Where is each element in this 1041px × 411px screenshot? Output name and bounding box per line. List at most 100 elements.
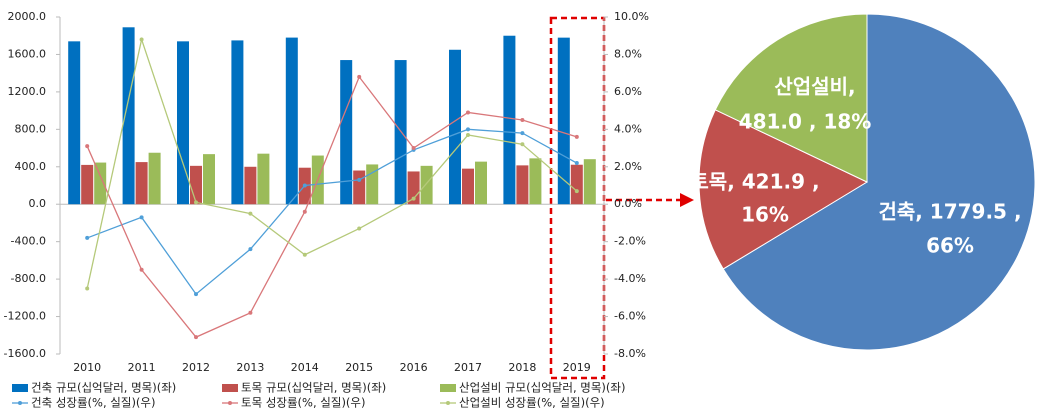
y-tick-label: 2000.0: [8, 10, 47, 23]
x-tick-label: 2016: [400, 361, 428, 374]
legend-swatch: [440, 384, 456, 392]
y-tick-label: 1200.0: [8, 85, 47, 98]
line-marker: [302, 252, 307, 257]
line-marker: [248, 247, 253, 252]
y2-tick-label: 6.0%: [614, 85, 642, 98]
x-tick-label: 2017: [454, 361, 482, 374]
line-marker: [302, 183, 307, 188]
bar: [203, 154, 215, 205]
pie-label: 16%: [741, 203, 789, 227]
bar: [353, 170, 366, 205]
line-marker: [85, 286, 90, 291]
bar: [557, 37, 570, 205]
line: [86, 75, 577, 338]
line-marker: [357, 177, 362, 182]
legend-swatch: [446, 401, 450, 405]
x-tick-label: 2012: [182, 361, 210, 374]
x-tick-label: 2013: [236, 361, 264, 374]
pie-slice: [722, 13, 1036, 351]
line: [86, 128, 578, 296]
legend-label: 토목 규모(십억달러, 명목)(좌): [241, 381, 386, 395]
line-marker: [357, 226, 362, 231]
pie-label: 481.0 , 18%: [739, 110, 872, 134]
bar: [122, 27, 135, 205]
bar: [516, 165, 529, 205]
bar: [135, 162, 148, 205]
y2-tick-label: 8.0%: [614, 47, 642, 60]
line-marker: [357, 74, 362, 79]
y2-tick-label: 0.0%: [614, 197, 642, 210]
bar: [244, 166, 257, 205]
legend-label: 건축 성장률(%, 실질)(우): [31, 396, 155, 410]
bar: [257, 153, 270, 205]
legend-swatch: [222, 384, 238, 392]
y-tick-label: 400.0: [15, 160, 47, 173]
line-marker: [85, 235, 90, 240]
bar: [231, 40, 244, 205]
bar: [177, 41, 189, 205]
legend-swatch: [18, 401, 22, 405]
bar: [449, 49, 461, 205]
bar: [420, 165, 433, 205]
line-marker: [574, 134, 579, 139]
arrow-head: [680, 193, 694, 207]
legend-label: 토목 성장률(%, 실질)(우): [241, 396, 365, 410]
line-marker: [194, 335, 198, 340]
bar: [148, 152, 161, 205]
bar: [570, 164, 583, 205]
bar: [190, 165, 202, 205]
y2-tick-label: -4.0%: [614, 272, 646, 285]
line-marker: [411, 196, 416, 201]
bar: [81, 164, 94, 205]
y-tick-label: -1600.0: [4, 347, 46, 360]
x-tick-label: 2019: [563, 361, 591, 374]
x-tick-label: 2015: [345, 361, 373, 374]
line-marker: [139, 37, 144, 42]
bar: [285, 37, 298, 205]
y2-tick-label: 4.0%: [614, 122, 642, 135]
bar: [340, 60, 353, 205]
y-tick-label: -1200.0: [4, 310, 46, 323]
line-marker: [466, 127, 470, 132]
x-tick-label: 2011: [128, 361, 156, 374]
line-marker: [520, 142, 525, 147]
x-tick-label: 2014: [291, 361, 319, 374]
line-marker: [194, 200, 198, 205]
line-marker: [520, 117, 525, 122]
line-marker: [411, 146, 416, 151]
pie-label: 토목, 421.9 ,: [690, 170, 819, 194]
line-marker: [466, 132, 470, 137]
bar: [394, 60, 407, 205]
y2-tick-label: -2.0%: [614, 235, 646, 248]
line-marker: [248, 211, 253, 216]
line-marker: [466, 110, 470, 115]
y2-tick-label: 10.0%: [614, 10, 649, 23]
bar: [475, 161, 487, 205]
y2-tick-label: -8.0%: [614, 347, 646, 360]
line-marker: [574, 161, 579, 166]
pie-slice: [698, 109, 869, 270]
bar: [583, 159, 596, 205]
line-marker: [139, 267, 144, 272]
x-tick-label: 2010: [73, 361, 101, 374]
y-tick-label: -400.0: [11, 235, 46, 248]
pie-label: 66%: [926, 234, 974, 258]
pie-label: 산업설비,: [774, 75, 855, 99]
x-tick-label: 2018: [508, 361, 536, 374]
y2-tick-label: 2.0%: [614, 160, 642, 173]
bar: [94, 162, 107, 205]
legend-label: 산업설비 규모(십억달러, 명목)(좌): [459, 381, 625, 395]
pie-slice: [714, 13, 868, 183]
line-marker: [139, 215, 144, 220]
y-tick-label: 0.0: [29, 197, 47, 210]
y-tick-label: -800.0: [11, 272, 46, 285]
line-marker: [574, 189, 579, 194]
legend-swatch: [228, 401, 232, 405]
bar: [529, 158, 542, 205]
line-marker: [248, 310, 253, 315]
bar: [503, 35, 516, 205]
pie-label: 건축, 1779.5 ,: [878, 200, 1021, 224]
line-marker: [520, 131, 525, 136]
bar: [68, 41, 81, 205]
